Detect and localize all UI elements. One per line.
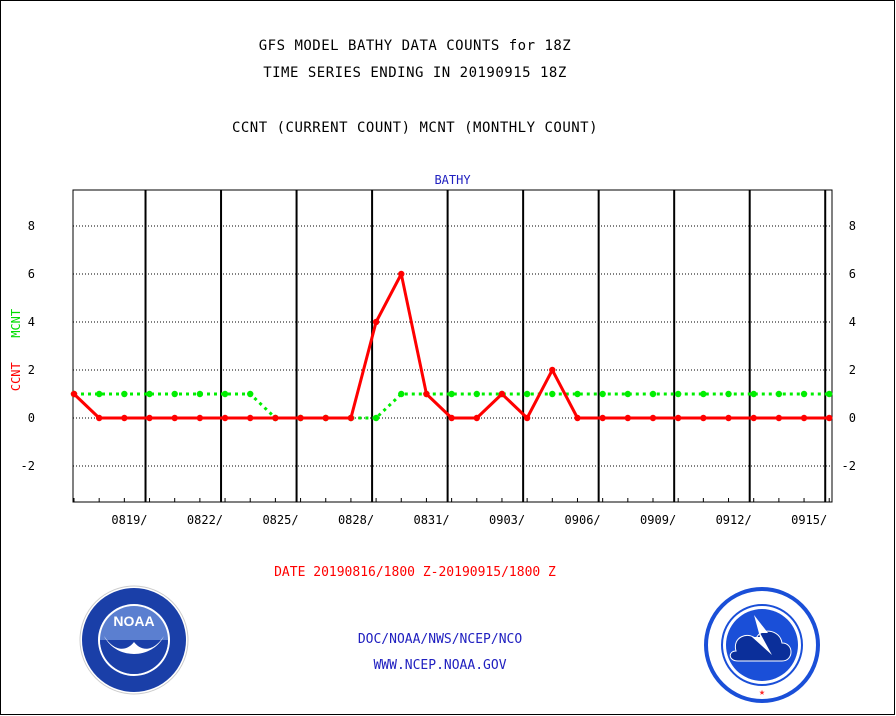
data-point-mcnt [372,414,380,422]
data-point-ccnt [146,414,153,422]
data-point-ccnt [347,414,355,422]
data-point-mcnt [574,390,581,398]
date-range-label: DATE 20190816/1800 Z-20190915/1800 Z [274,565,556,580]
data-point-ccnt [297,414,304,422]
nws-logo: ★ [704,587,820,703]
data-point-ccnt [171,414,178,422]
data-point-mcnt [800,390,808,398]
data-point-ccnt [121,414,128,422]
y-tick-label-right: -2 [842,459,856,473]
chart-subtitle: CCNT (CURRENT COUNT) MCNT (MONTHLY COUNT… [231,120,599,136]
data-point-ccnt [372,318,380,326]
data-point-mcnt [523,390,531,398]
data-point-ccnt [423,390,430,398]
y-tick-label-right: 0 [849,411,856,425]
plot-frame [72,189,833,503]
data-point-mcnt [448,390,455,398]
data-point-mcnt [674,390,682,398]
data-point-mcnt [95,390,103,398]
panel-title: BATHY [434,173,471,187]
data-point-ccnt [826,414,833,422]
data-point-mcnt [221,390,229,398]
svg-text:★: ★ [759,687,765,698]
data-point-ccnt [700,414,707,422]
x-tick-label: 0825/ [262,513,298,527]
data-point-ccnt [775,414,783,422]
data-point-mcnt [247,390,254,398]
x-tick-label: 0822/ [187,513,223,527]
data-point-mcnt [398,390,405,398]
y-tick-label-right: 2 [849,363,856,377]
data-point-ccnt [473,414,480,422]
data-point-ccnt [95,414,103,422]
data-point-ccnt [70,390,78,398]
x-tick-label: 0903/ [489,513,525,527]
data-point-mcnt [146,390,153,398]
y-tick-label-left: 6 [28,267,35,281]
data-point-ccnt [247,414,254,422]
y-tick-label-left: -2 [21,459,35,473]
data-point-mcnt [121,390,128,398]
y-tick-label-left: 8 [28,219,35,233]
x-tick-label: 0915/ [791,513,827,527]
y-tick-label-right: 4 [849,315,856,329]
y-tick-label-left: 0 [28,411,35,425]
data-point-ccnt [624,414,632,422]
data-point-ccnt [196,414,204,422]
data-point-mcnt [649,390,657,398]
agency-label: DOC/NOAA/NWS/NCEP/NCO [357,632,523,647]
data-point-mcnt [725,390,732,398]
website-link[interactable]: WWW.NCEP.NOAA.GOV [373,658,507,673]
y-tick-label-left: 4 [28,315,35,329]
data-point-mcnt [171,390,178,398]
data-point-ccnt [574,414,581,422]
data-point-mcnt [599,390,606,398]
noaa-logo-text: NOAA [113,613,154,629]
data-point-ccnt [549,366,556,374]
data-point-mcnt [700,390,707,398]
chart-title: GFS MODEL BATHY DATA COUNTS for 18Z [258,38,572,54]
x-tick-label: 0831/ [413,513,449,527]
data-point-ccnt [750,414,757,422]
data-point-ccnt [322,414,329,422]
x-tick-label: 0909/ [640,513,676,527]
x-tick-label: 0828/ [338,513,374,527]
y-tick-label-right: 6 [849,267,856,281]
data-point-ccnt [649,414,657,422]
data-point-mcnt [473,390,480,398]
data-point-ccnt [221,414,229,422]
data-point-mcnt [549,390,556,398]
x-tick-label: 0906/ [565,513,601,527]
data-point-mcnt [196,390,204,398]
data-point-mcnt [775,390,783,398]
noaa-logo: NOAA [79,585,189,695]
data-point-ccnt [398,270,405,278]
data-point-ccnt [800,414,808,422]
data-point-ccnt [448,414,455,422]
x-tick-label: 0819/ [111,513,147,527]
x-tick-label: 0912/ [716,513,752,527]
data-point-ccnt [498,390,506,398]
y-tick-label-right: 8 [849,219,856,233]
data-point-ccnt [523,414,531,422]
data-point-ccnt [725,414,732,422]
data-point-ccnt [599,414,606,422]
data-point-ccnt [674,414,682,422]
data-point-mcnt [826,390,833,398]
plot-layer: BATHY -2 -2 0 0 2 2 4 4 6 6 8 8 0819/0822/0825/0828/0… [21,173,856,527]
data-point-mcnt [624,390,632,398]
chart-title-line2: TIME SERIES ENDING IN 20190915 18Z [263,65,567,81]
y-tick-label-left: 2 [28,363,35,377]
data-point-mcnt [750,390,757,398]
data-point-ccnt [272,414,279,422]
series-line-mcnt [74,392,830,420]
